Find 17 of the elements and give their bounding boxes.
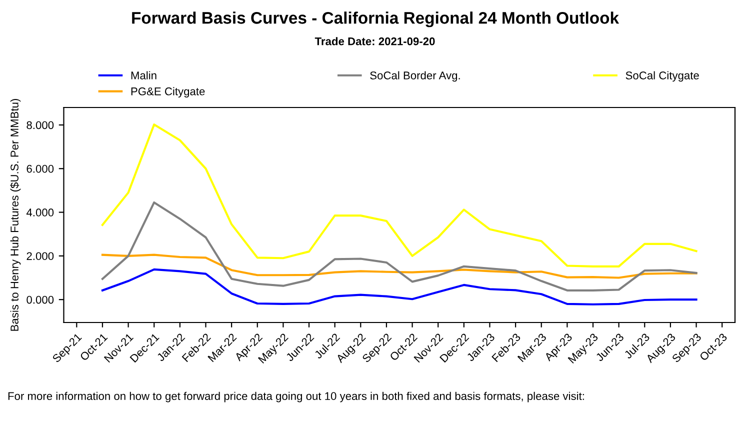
legend-label: PG&E Citygate: [131, 87, 205, 98]
y-tick-label: 6.000: [26, 164, 54, 173]
y-tick-label: 2.000: [26, 252, 54, 260]
y-tick-label: 8.000: [26, 121, 54, 130]
y-tick-label: 0.000: [26, 296, 54, 304]
y-tick-label: 4.000: [26, 208, 54, 216]
line-series: [101, 254, 698, 279]
y-axis-title: Basis to Henry Hub Futures ($U.S. Per MMBtu): [10, 98, 21, 331]
line-series: [101, 201, 698, 292]
legend-label: SoCal Border Avg.: [370, 71, 460, 82]
legend-label: Malin: [131, 71, 156, 80]
chart-subtitle: Trade Date: 2021-09-20: [314, 37, 435, 46]
legend-label: SoCal Citygate: [626, 71, 699, 82]
chart-title: Forward Basis Curves - California Regional 24 Month Outlook: [132, 12, 620, 28]
line-series: [101, 268, 698, 306]
text: For more information on how to get forward price data going out 10 years in both fixed and basis formats, please visit:: [8, 392, 584, 402]
line-series: [101, 123, 698, 268]
